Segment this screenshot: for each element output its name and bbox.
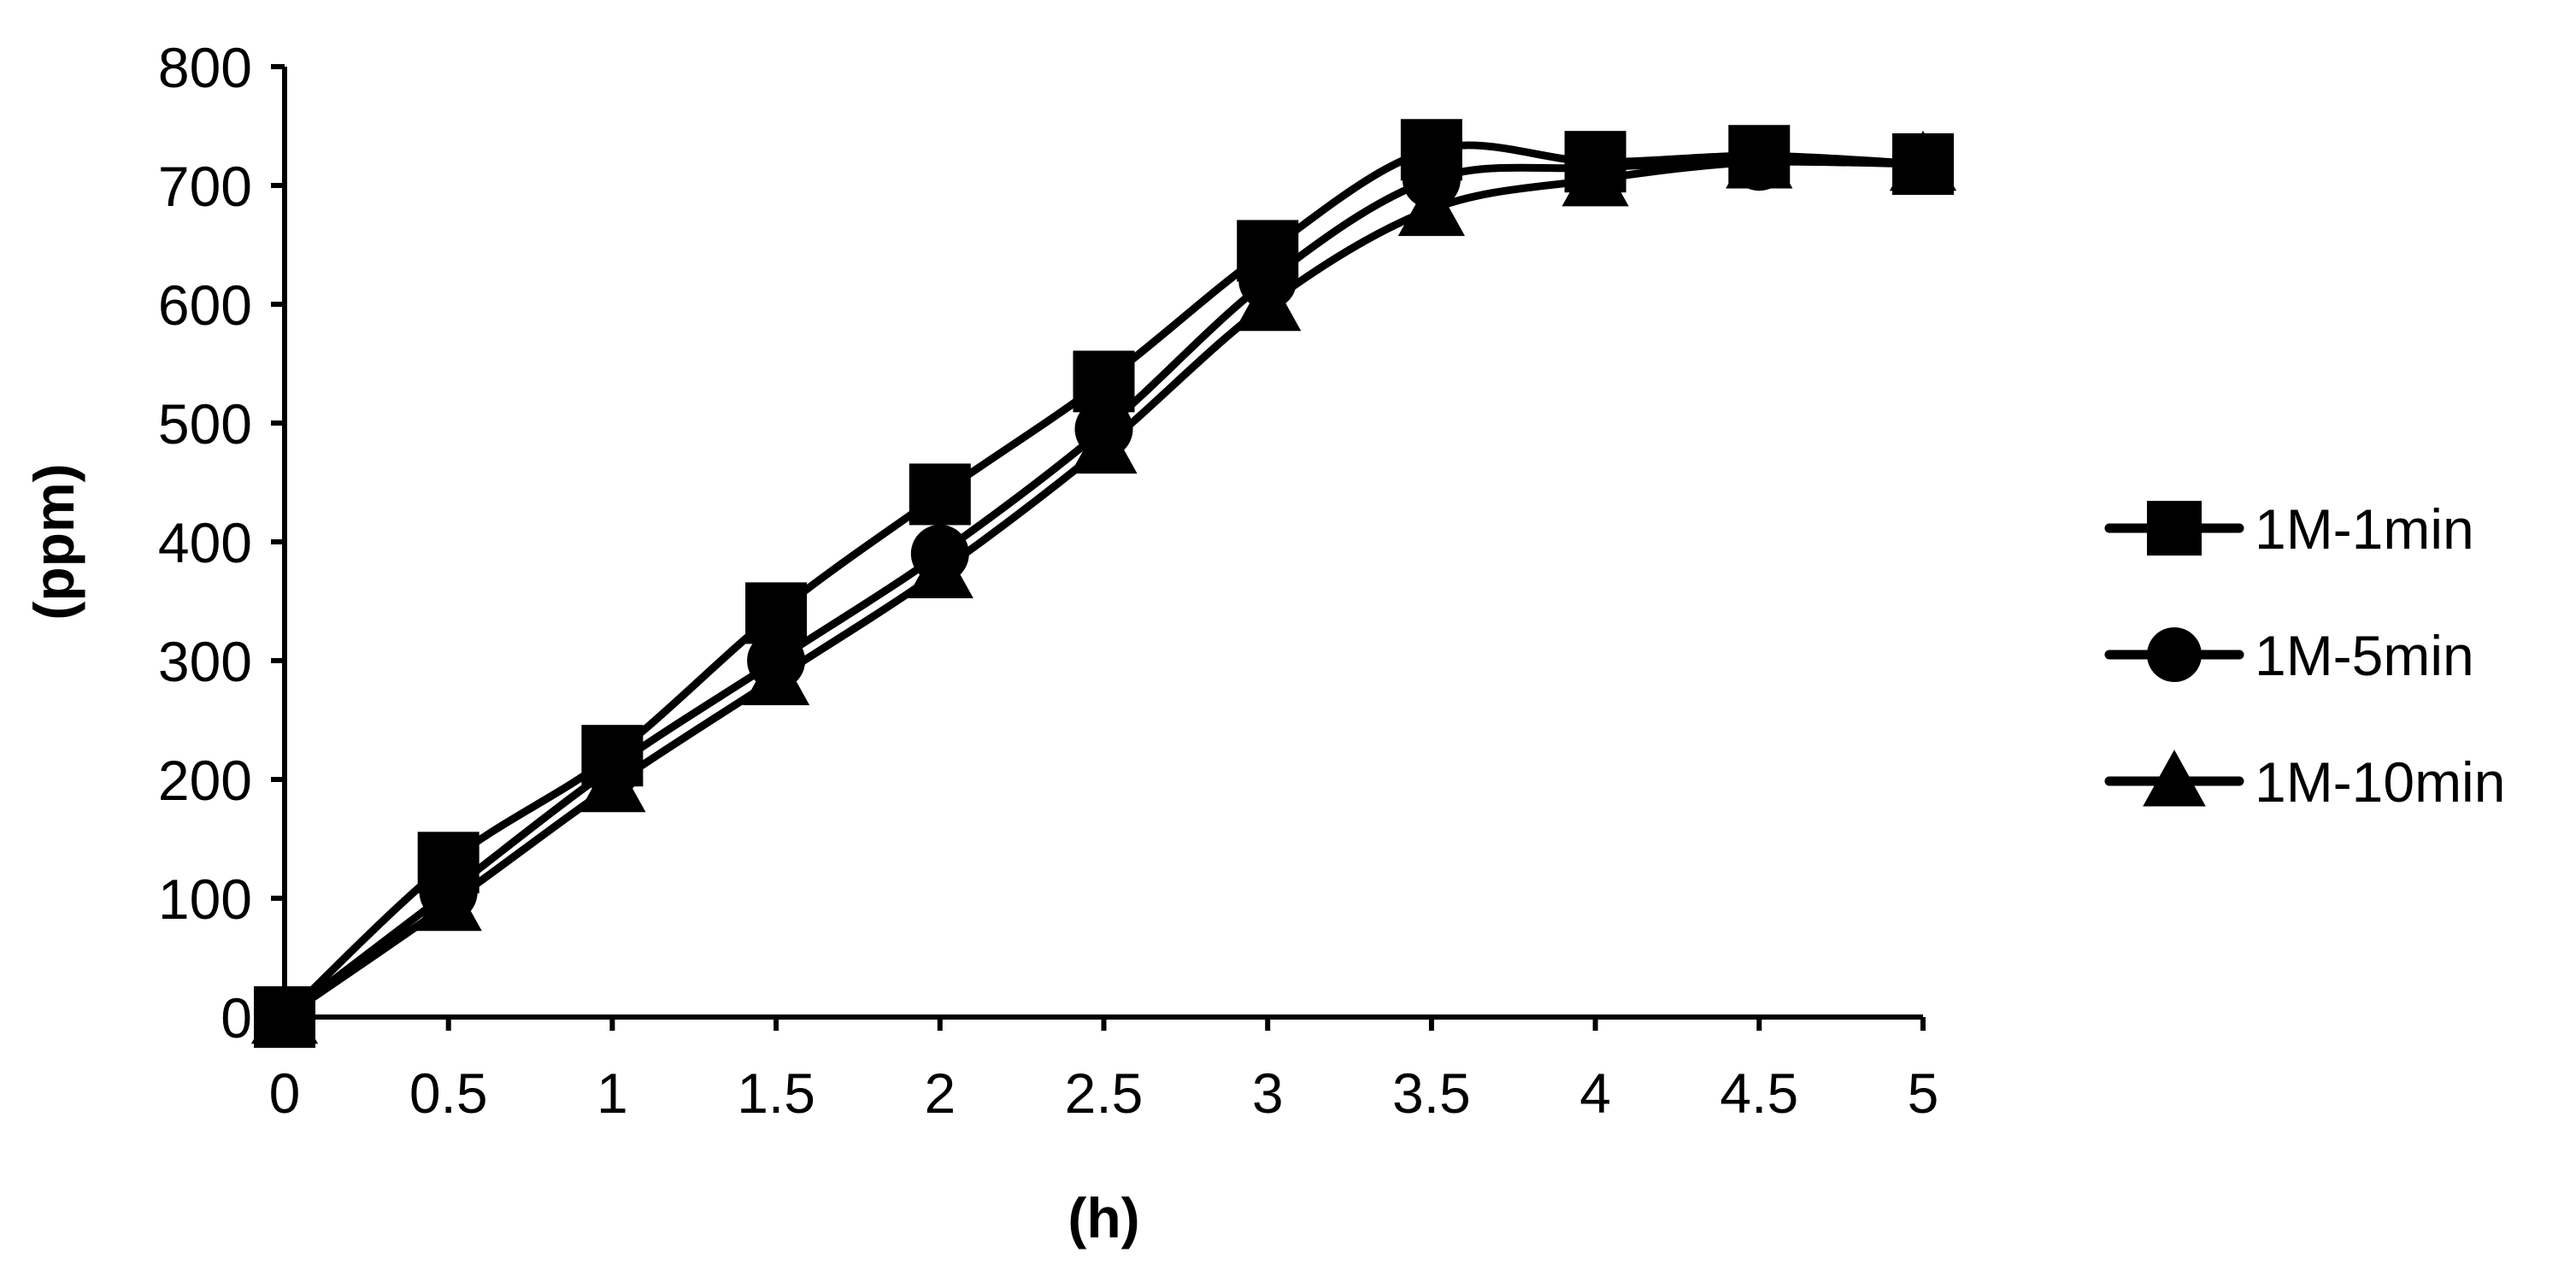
legend-item-1m-1min: 1M-1min	[2104, 497, 2474, 561]
x-tick-label: 3	[1252, 1061, 1284, 1125]
data-point-square	[581, 725, 644, 787]
x-tick-label: 4	[1579, 1061, 1611, 1125]
series-markers	[250, 119, 1957, 1048]
legend-item-1m-10min: 1M-10min	[2104, 750, 2505, 814]
y-tick-label: 200	[158, 749, 252, 812]
x-tick-label: 3.5	[1392, 1061, 1471, 1125]
y-tick-label: 600	[158, 273, 252, 337]
y-tick-label: 700	[158, 155, 252, 218]
x-tick-label: 2.5	[1065, 1061, 1144, 1125]
data-point-square	[1237, 220, 1299, 282]
y-tick-label: 500	[158, 392, 252, 456]
x-tick-label: 4.5	[1720, 1061, 1798, 1125]
data-point-square	[909, 463, 971, 526]
legend: 1M-1min 1M-5min 1M-10min	[2104, 497, 2505, 814]
legend-label: 1M-10min	[2255, 750, 2505, 814]
data-point-square	[254, 986, 315, 1048]
data-point-square	[1728, 125, 1791, 187]
x-tick-label: 1.5	[737, 1061, 815, 1125]
legend-item-1m-5min: 1M-5min	[2104, 624, 2474, 687]
x-tick-label: 2	[924, 1061, 956, 1125]
series-markers-1m-10min	[250, 128, 1957, 1044]
y-ticks: 0 100 200 300 400 500 600 700 800	[158, 36, 285, 1050]
series-line-1m-10min	[280, 156, 1927, 1021]
x-tick-label: 0	[269, 1061, 301, 1125]
legend-marker-square	[2147, 501, 2202, 556]
x-tick-label: 5	[1908, 1061, 1939, 1125]
series-line-1m-5min	[280, 157, 1927, 1021]
data-point-square	[745, 582, 808, 644]
x-axis-title: (h)	[1067, 1186, 1139, 1250]
legend-marker-triangle	[2143, 750, 2206, 807]
data-point-square	[1400, 119, 1462, 181]
y-tick-label: 300	[158, 630, 252, 693]
data-point-square	[417, 832, 479, 894]
y-tick-label: 100	[158, 867, 252, 931]
data-point-circle	[1074, 399, 1133, 458]
legend-marker-circle	[2147, 627, 2202, 682]
data-point-square	[1892, 132, 1954, 195]
data-point-circle	[910, 524, 969, 583]
data-point-square	[1073, 350, 1135, 413]
axes	[282, 67, 1923, 1020]
series-markers-1m-1min	[254, 119, 1954, 1048]
x-ticks: 0 0.5 1 1.5 2 2.5 3 3.5 4 4.5 5	[269, 1017, 1939, 1125]
legend-label: 1M-1min	[2255, 497, 2474, 561]
y-tick-label: 400	[158, 511, 252, 574]
legend-label: 1M-5min	[2255, 624, 2474, 687]
x-tick-label: 1	[597, 1061, 628, 1125]
series-markers-1m-5min	[256, 132, 1952, 1046]
x-tick-label: 0.5	[409, 1061, 488, 1125]
data-point-square	[1564, 131, 1626, 193]
data-point-circle	[747, 632, 806, 690]
series-lines	[280, 141, 1927, 1021]
y-tick-label: 800	[158, 36, 252, 99]
y-tick-label: 0	[221, 986, 252, 1050]
y-axis-title: (ppm)	[22, 463, 85, 620]
series-line-1m-1min	[280, 141, 1927, 1021]
